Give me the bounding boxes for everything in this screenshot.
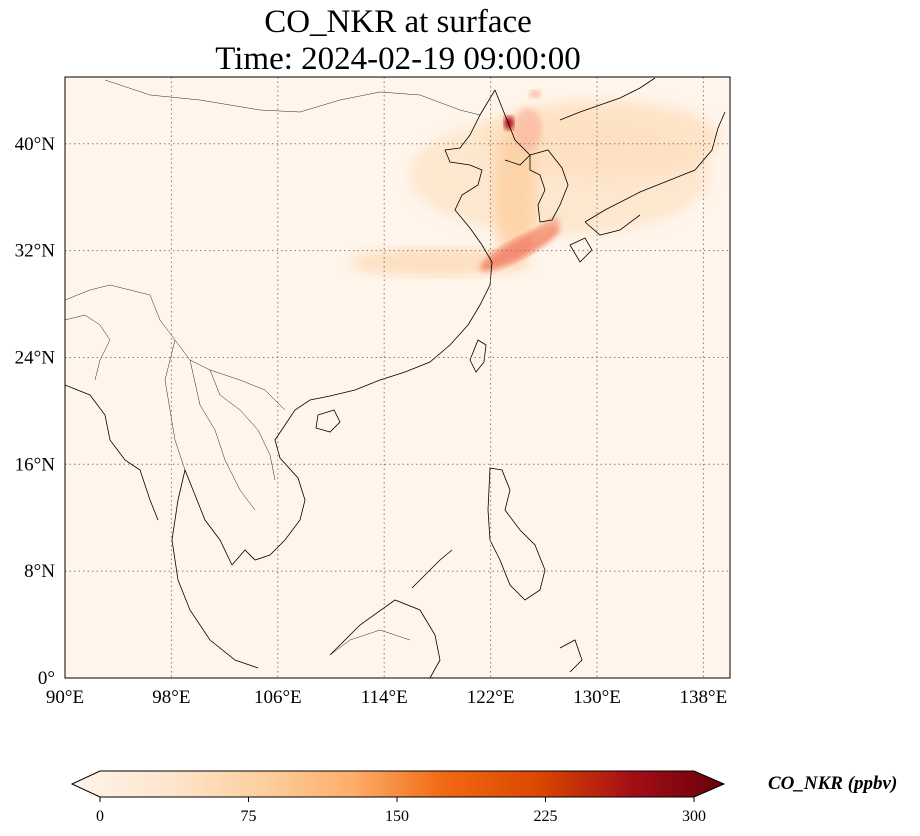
lon-tick-label: 130°E: [573, 687, 621, 708]
colorbar-tick-label: 150: [385, 808, 409, 825]
lon-tick-label: 90°E: [46, 687, 84, 708]
longitude-labels: 90°E 98°E 106°E 114°E 122°E 130°E 138°E: [46, 687, 727, 708]
lat-tick-label: 24°N: [15, 347, 56, 368]
colorbar: 0 75 150 225 300 CO_NKR (ppbv): [70, 770, 897, 825]
lon-tick-label: 122°E: [467, 687, 515, 708]
map-title-line1: CO_NKR at surface: [264, 4, 532, 40]
colorbar-gradient: [70, 770, 726, 798]
lat-tick-label: 32°N: [15, 241, 56, 262]
map-title-line2: Time: 2024-02-19 09:00:00: [215, 41, 581, 77]
plume-yellow-sea: [493, 125, 537, 265]
colorbar-tick-label: 0: [96, 808, 104, 825]
lon-tick-label: 114°E: [361, 687, 408, 708]
plume-north-spot: [529, 90, 541, 98]
lon-tick-label: 98°E: [152, 687, 190, 708]
colorbar-tick-label: 75: [241, 808, 257, 825]
latitude-labels: 0° 8°N 16°N 24°N 32°N 40°N: [15, 134, 56, 689]
country-borders: [65, 79, 481, 656]
colorbar-label: CO_NKR (ppbv): [768, 773, 897, 794]
gridlines: [65, 77, 730, 678]
lat-tick-label: 16°N: [15, 454, 56, 475]
coastlines: [65, 77, 726, 678]
colorbar-tick-label: 225: [534, 808, 558, 825]
plume-hotspot-max: [504, 116, 514, 130]
lon-tick-label: 138°E: [680, 687, 728, 708]
concentration-field: [350, 90, 720, 276]
colorbar-ticks: 0 75 150 225 300: [96, 797, 706, 825]
lat-tick-label: 0°: [38, 668, 55, 689]
map-frame: [64, 76, 731, 679]
lat-tick-label: 8°N: [24, 561, 55, 582]
colorbar-tick-label: 300: [682, 808, 706, 825]
lat-tick-label: 40°N: [15, 134, 56, 155]
plume-korea-strait: [530, 217, 560, 243]
lon-tick-label: 106°E: [254, 687, 302, 708]
plume-liaoning: [514, 108, 542, 152]
